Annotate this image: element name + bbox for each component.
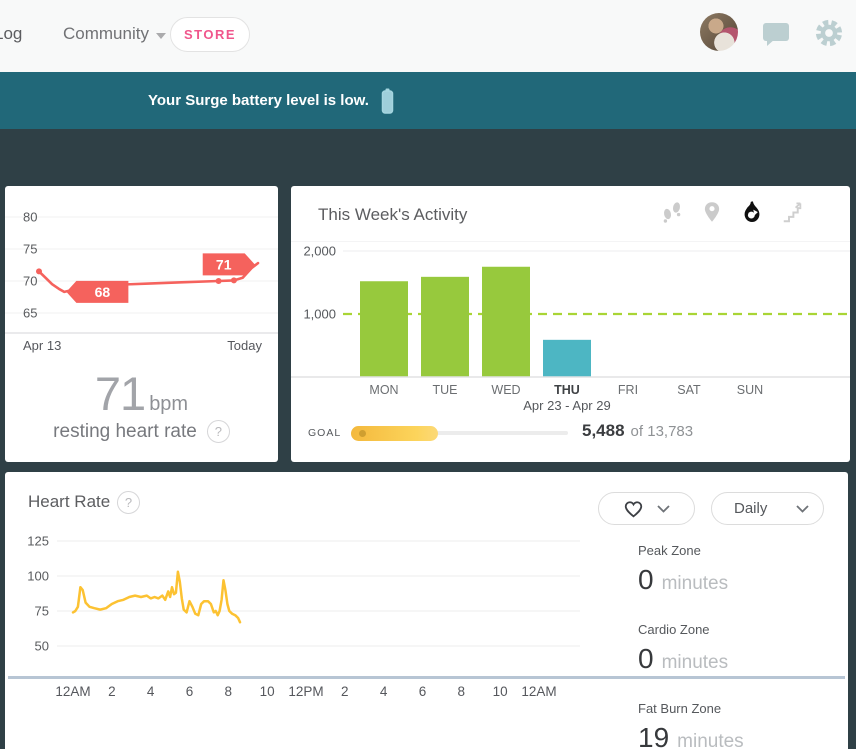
svg-text:75: 75 — [35, 604, 49, 619]
svg-text:50: 50 — [35, 639, 49, 654]
svg-text:65: 65 — [23, 306, 37, 321]
zone-peak: Peak Zone 0 minutes — [638, 543, 744, 596]
svg-text:1,000: 1,000 — [303, 307, 336, 322]
svg-text:8: 8 — [225, 684, 233, 699]
period-selected-value: Daily — [734, 500, 768, 517]
nav-community-label: Community — [63, 24, 149, 43]
resting-heart-rate-card: 80 75 70 65 68 71 Apr 13 Today 71 bpm resting … — [5, 186, 278, 462]
zone-minutes-value: 19 — [638, 722, 670, 749]
weekly-activity-card: This Week's Activity — [291, 186, 850, 462]
zone-fat-burn: Fat Burn Zone 19 minutes — [638, 701, 744, 749]
resting-heart-rate-chart[interactable]: 80 75 70 65 68 71 — [5, 186, 278, 354]
help-icon[interactable]: ? — [206, 420, 230, 443]
svg-text:10: 10 — [260, 684, 275, 699]
weekly-activity-title: This Week's Activity — [318, 205, 468, 224]
heart-icon — [624, 500, 642, 517]
range-end-label: Today — [227, 338, 262, 353]
steps-icon[interactable] — [660, 200, 684, 224]
banner-message: Your Surge battery level is low. — [148, 92, 369, 109]
svg-text:71: 71 — [216, 256, 232, 272]
svg-text:12PM: 12PM — [288, 684, 323, 699]
goal-progress-track — [351, 431, 568, 435]
zone-minutes-unit: minutes — [661, 573, 729, 594]
resting-hr-number: 71 — [94, 367, 146, 420]
resting-hr-unit: bpm — [149, 393, 189, 415]
chart-scrollbar[interactable] — [8, 676, 845, 679]
nav-item-log[interactable]: Log — [0, 24, 23, 43]
svg-text:125: 125 — [27, 534, 49, 549]
resting-hr-value: 71 bpm — [5, 366, 278, 421]
top-nav: Log Community STORE — [0, 0, 856, 72]
zone-label: Peak Zone — [638, 543, 701, 558]
heart-rate-title: Heart Rate — [28, 492, 111, 511]
svg-text:THU: THU — [554, 383, 580, 397]
svg-text:4: 4 — [147, 684, 155, 699]
chevron-down-icon — [155, 32, 166, 39]
heart-rate-zones: Peak Zone 0 minutes Cardio Zone 0 minute… — [638, 543, 744, 749]
svg-text:4: 4 — [380, 684, 388, 699]
messages-icon[interactable] — [762, 22, 790, 52]
metric-selector-dropdown[interactable] — [598, 492, 695, 525]
svg-text:70: 70 — [23, 274, 37, 289]
chevron-down-icon — [656, 504, 670, 513]
avatar[interactable] — [700, 13, 738, 51]
svg-text:TUE: TUE — [433, 383, 458, 397]
svg-text:68: 68 — [95, 284, 111, 300]
goal-label: GOAL — [308, 427, 342, 439]
svg-text:Apr 23 - Apr 29: Apr 23 - Apr 29 — [523, 398, 610, 413]
range-start-label: Apr 13 — [23, 338, 62, 353]
svg-text:80: 80 — [23, 210, 37, 225]
floors-icon[interactable] — [780, 200, 804, 224]
zone-minutes-value: 0 — [638, 643, 654, 674]
nav-item-community[interactable]: Community — [63, 24, 166, 44]
svg-text:2: 2 — [341, 684, 349, 699]
svg-text:100: 100 — [27, 569, 49, 584]
zone-cardio: Cardio Zone 0 minutes — [638, 622, 744, 675]
svg-text:10: 10 — [493, 684, 508, 699]
goal-progress-row: GOAL 5,488 of 13,783 — [291, 419, 850, 449]
svg-text:75: 75 — [23, 242, 37, 257]
svg-text:6: 6 — [186, 684, 194, 699]
svg-text:2: 2 — [108, 684, 116, 699]
svg-text:12AM: 12AM — [521, 684, 556, 699]
heart-rate-line-chart[interactable]: 125 100 75 50 12AM 2 4 6 8 10 12PM 2 4 6 8 10 12AM — [5, 472, 848, 707]
heart-rate-card: Heart Rate ? Daily 125 100 75 50 12AM 2 4 6 8 10 1… — [5, 472, 848, 749]
svg-text:6: 6 — [419, 684, 427, 699]
chevron-down-icon — [796, 504, 809, 513]
goal-progress-fill — [351, 426, 438, 441]
weekly-activity-bar-chart[interactable]: 2,000 1,000 MON TUE WED THU FRI SAT SUN Apr 23 - … — [291, 186, 850, 418]
notification-banner: Your Surge battery level is low. — [0, 72, 856, 129]
svg-text:MON: MON — [369, 383, 398, 397]
help-icon[interactable]: ? — [117, 491, 140, 514]
settings-gear-icon[interactable] — [814, 18, 844, 53]
zone-label: Fat Burn Zone — [638, 701, 722, 716]
zone-minutes-unit: minutes — [677, 731, 744, 749]
svg-text:SUN: SUN — [737, 383, 763, 397]
location-icon[interactable] — [700, 200, 724, 224]
goal-target-value: of 13,783 — [630, 423, 694, 440]
zone-label: Cardio Zone — [638, 622, 710, 637]
svg-text:FRI: FRI — [618, 383, 638, 397]
svg-text:WED: WED — [491, 383, 520, 397]
resting-hr-label: resting heart rate — [53, 420, 197, 442]
period-selector-dropdown[interactable]: Daily — [711, 492, 824, 525]
svg-text:2,000: 2,000 — [303, 244, 336, 259]
goal-current-value: 5,488 — [582, 421, 625, 440]
svg-text:12AM: 12AM — [55, 684, 90, 699]
calories-flame-icon[interactable] — [740, 200, 764, 224]
store-button[interactable]: STORE — [170, 17, 250, 52]
goal-progress-dot — [359, 430, 366, 437]
battery-low-icon — [381, 87, 394, 115]
svg-text:SAT: SAT — [677, 383, 701, 397]
zone-minutes-unit: minutes — [661, 652, 729, 673]
svg-text:8: 8 — [458, 684, 466, 699]
zone-minutes-value: 0 — [638, 564, 654, 595]
